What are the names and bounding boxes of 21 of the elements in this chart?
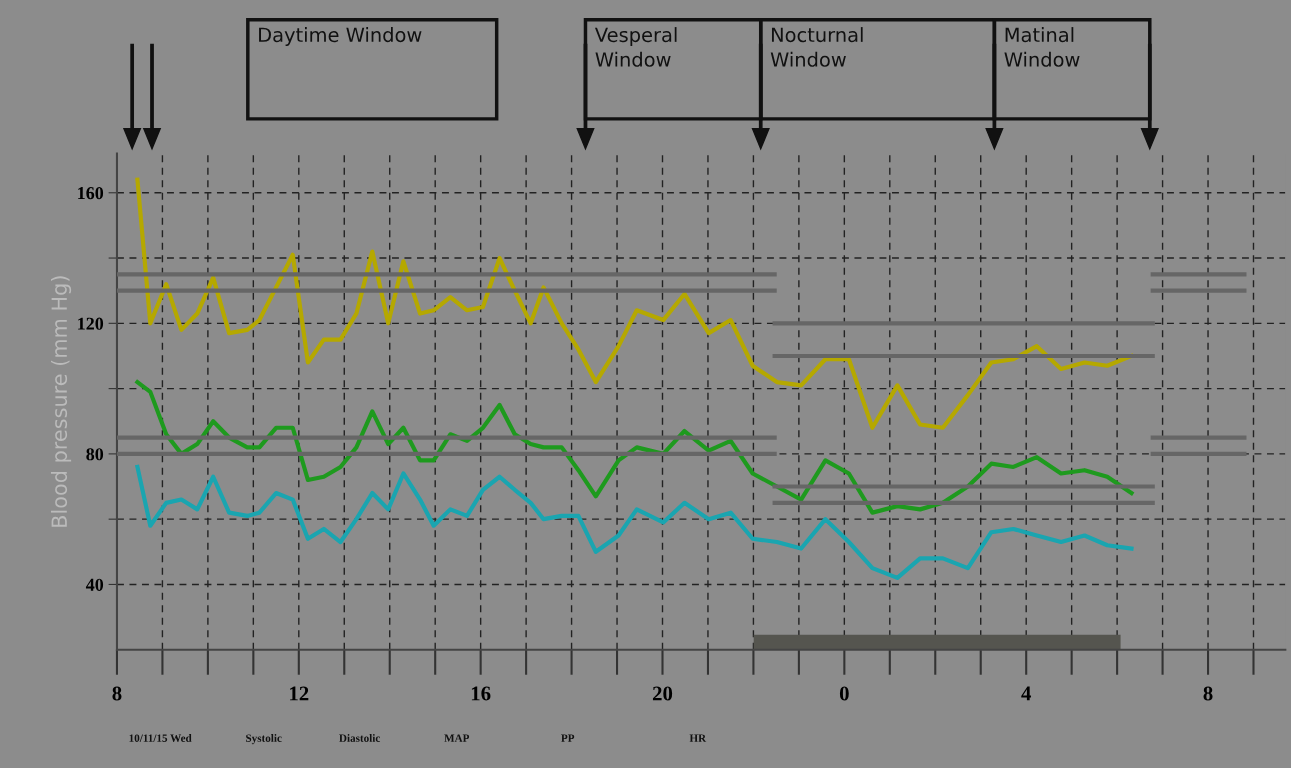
text: MAP [444,734,470,742]
text: Diastolic [339,734,381,742]
x-tick-label: 16 [471,686,491,701]
x-tick-label: 0 [839,686,849,701]
text: Nocturnal Window [770,27,863,67]
x-tick-label: 4 [1021,686,1032,701]
y-tick-label: 80 [86,448,104,461]
text: Matinal Window [1004,27,1080,67]
text: Daytime Window [259,27,422,46]
y-tick-label: 160 [78,187,104,200]
x-tick-label: 8 [1203,686,1213,701]
text: 10/11/15 Wed [129,734,192,742]
x-tick-label: 12 [290,686,309,701]
y-tick-label: 40 [85,578,104,591]
text: Vesperal Window [594,27,677,67]
x-tick-label: 8 [112,686,122,701]
x-tick-label: 20 [652,686,673,701]
text: PP [561,734,575,742]
y-tick-label: 120 [78,317,104,330]
text: Systolic [246,734,282,745]
text: HR [689,734,707,742]
